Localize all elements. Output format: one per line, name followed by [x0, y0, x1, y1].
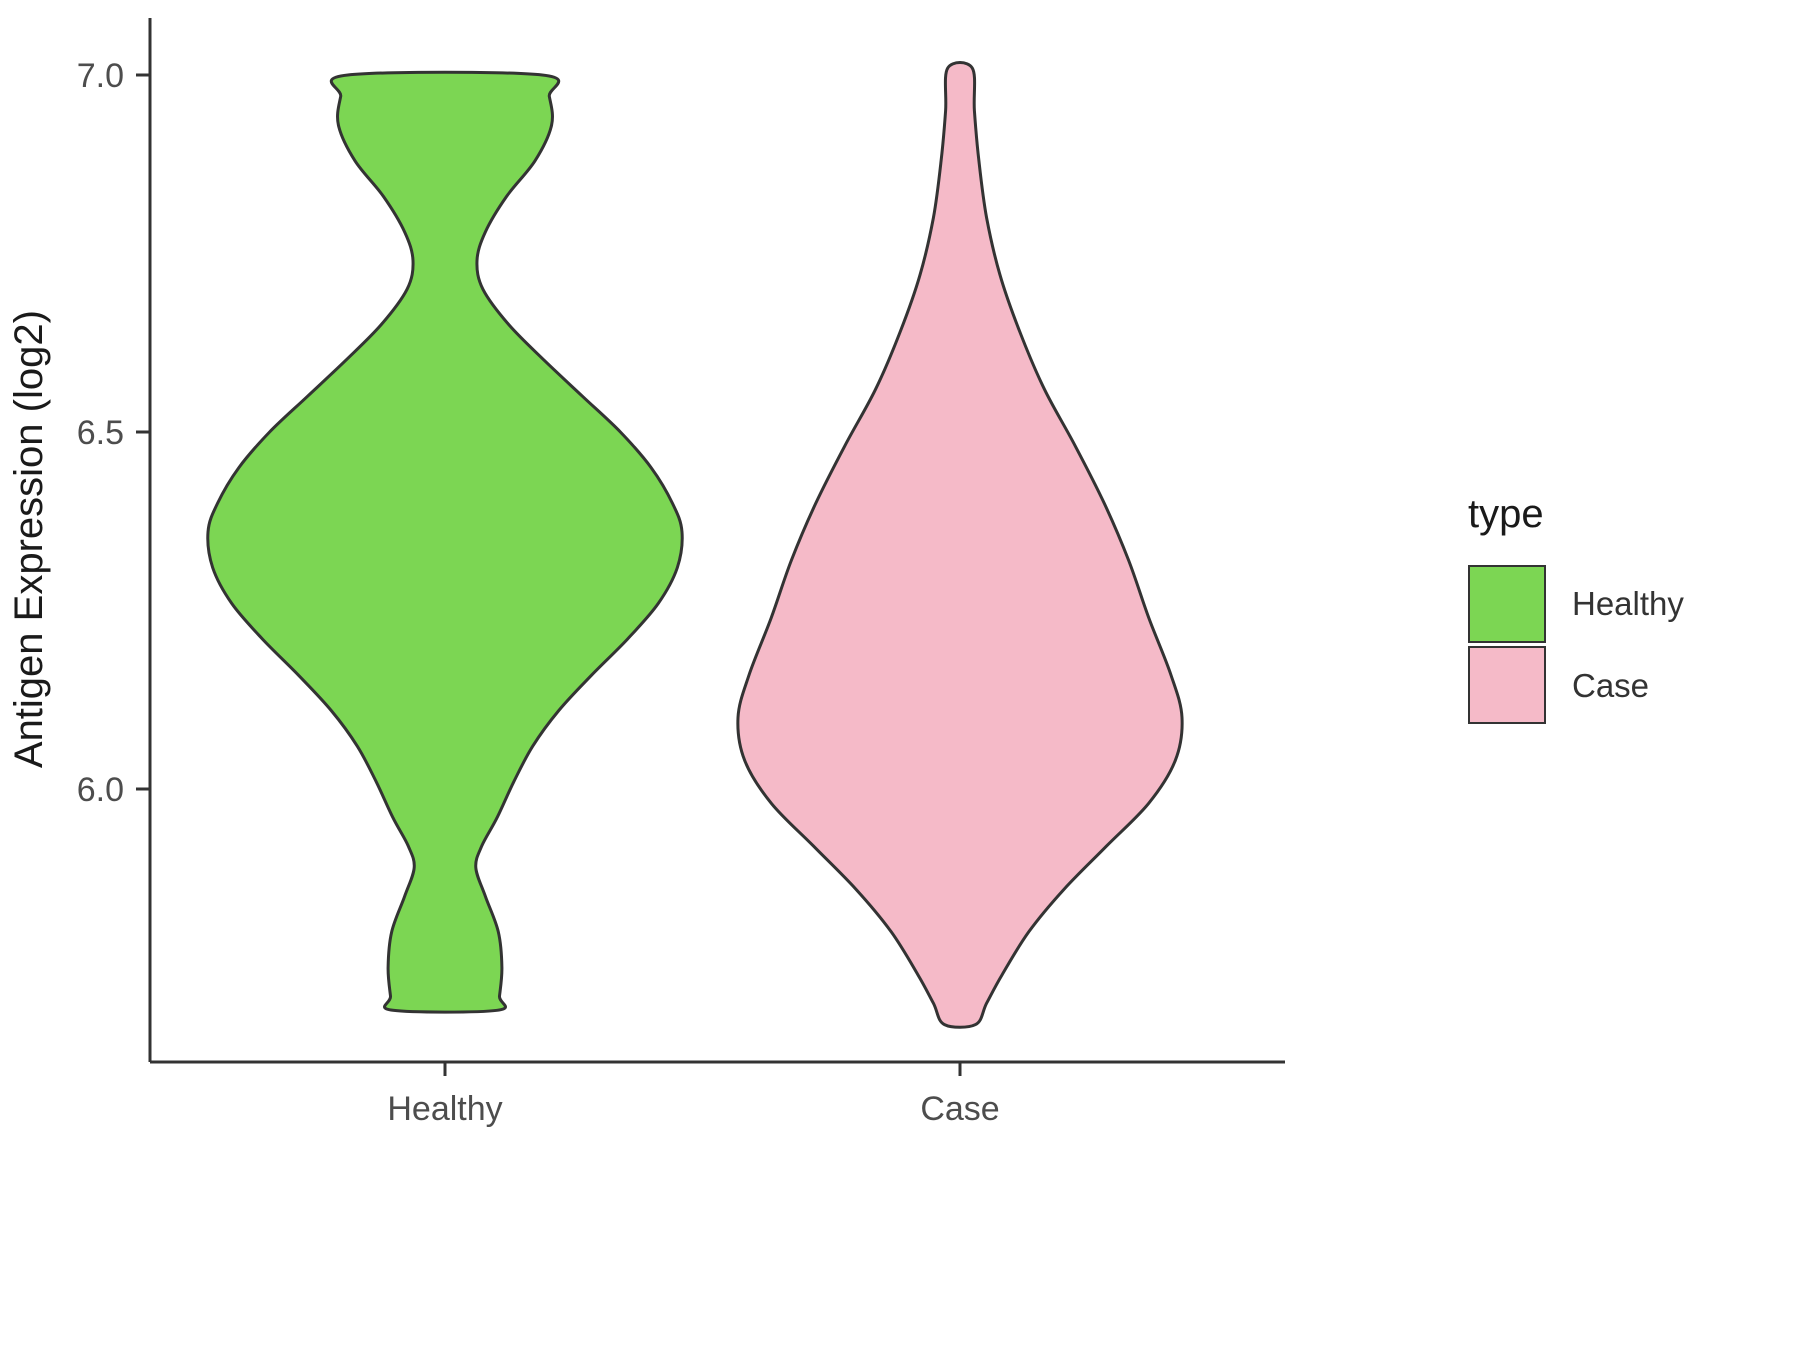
- y-tick-label: 6.5: [77, 414, 124, 452]
- legend-label: Case: [1572, 667, 1650, 704]
- legend: type Healthy Case: [1468, 492, 1684, 727]
- x-tick-label-healthy: Healthy: [387, 1090, 502, 1128]
- legend-label: Healthy: [1572, 585, 1684, 622]
- y-axis-title: Antigen Expression (log2): [7, 310, 51, 768]
- legend-swatch-healthy: [1468, 565, 1546, 643]
- legend-title: type: [1468, 492, 1544, 536]
- x-tick-label-case: Case: [920, 1090, 999, 1128]
- y-tick-label: 7.0: [77, 57, 124, 95]
- legend-item-case: Case: [1468, 645, 1684, 727]
- legend-items: Healthy Case: [1468, 563, 1684, 727]
- legend-swatch-case: [1468, 646, 1546, 724]
- y-tick-label: 6.0: [77, 771, 124, 809]
- violin-healthy: [206, 70, 684, 1014]
- violin-case: [736, 61, 1184, 1029]
- legend-item-healthy: Healthy: [1468, 563, 1684, 645]
